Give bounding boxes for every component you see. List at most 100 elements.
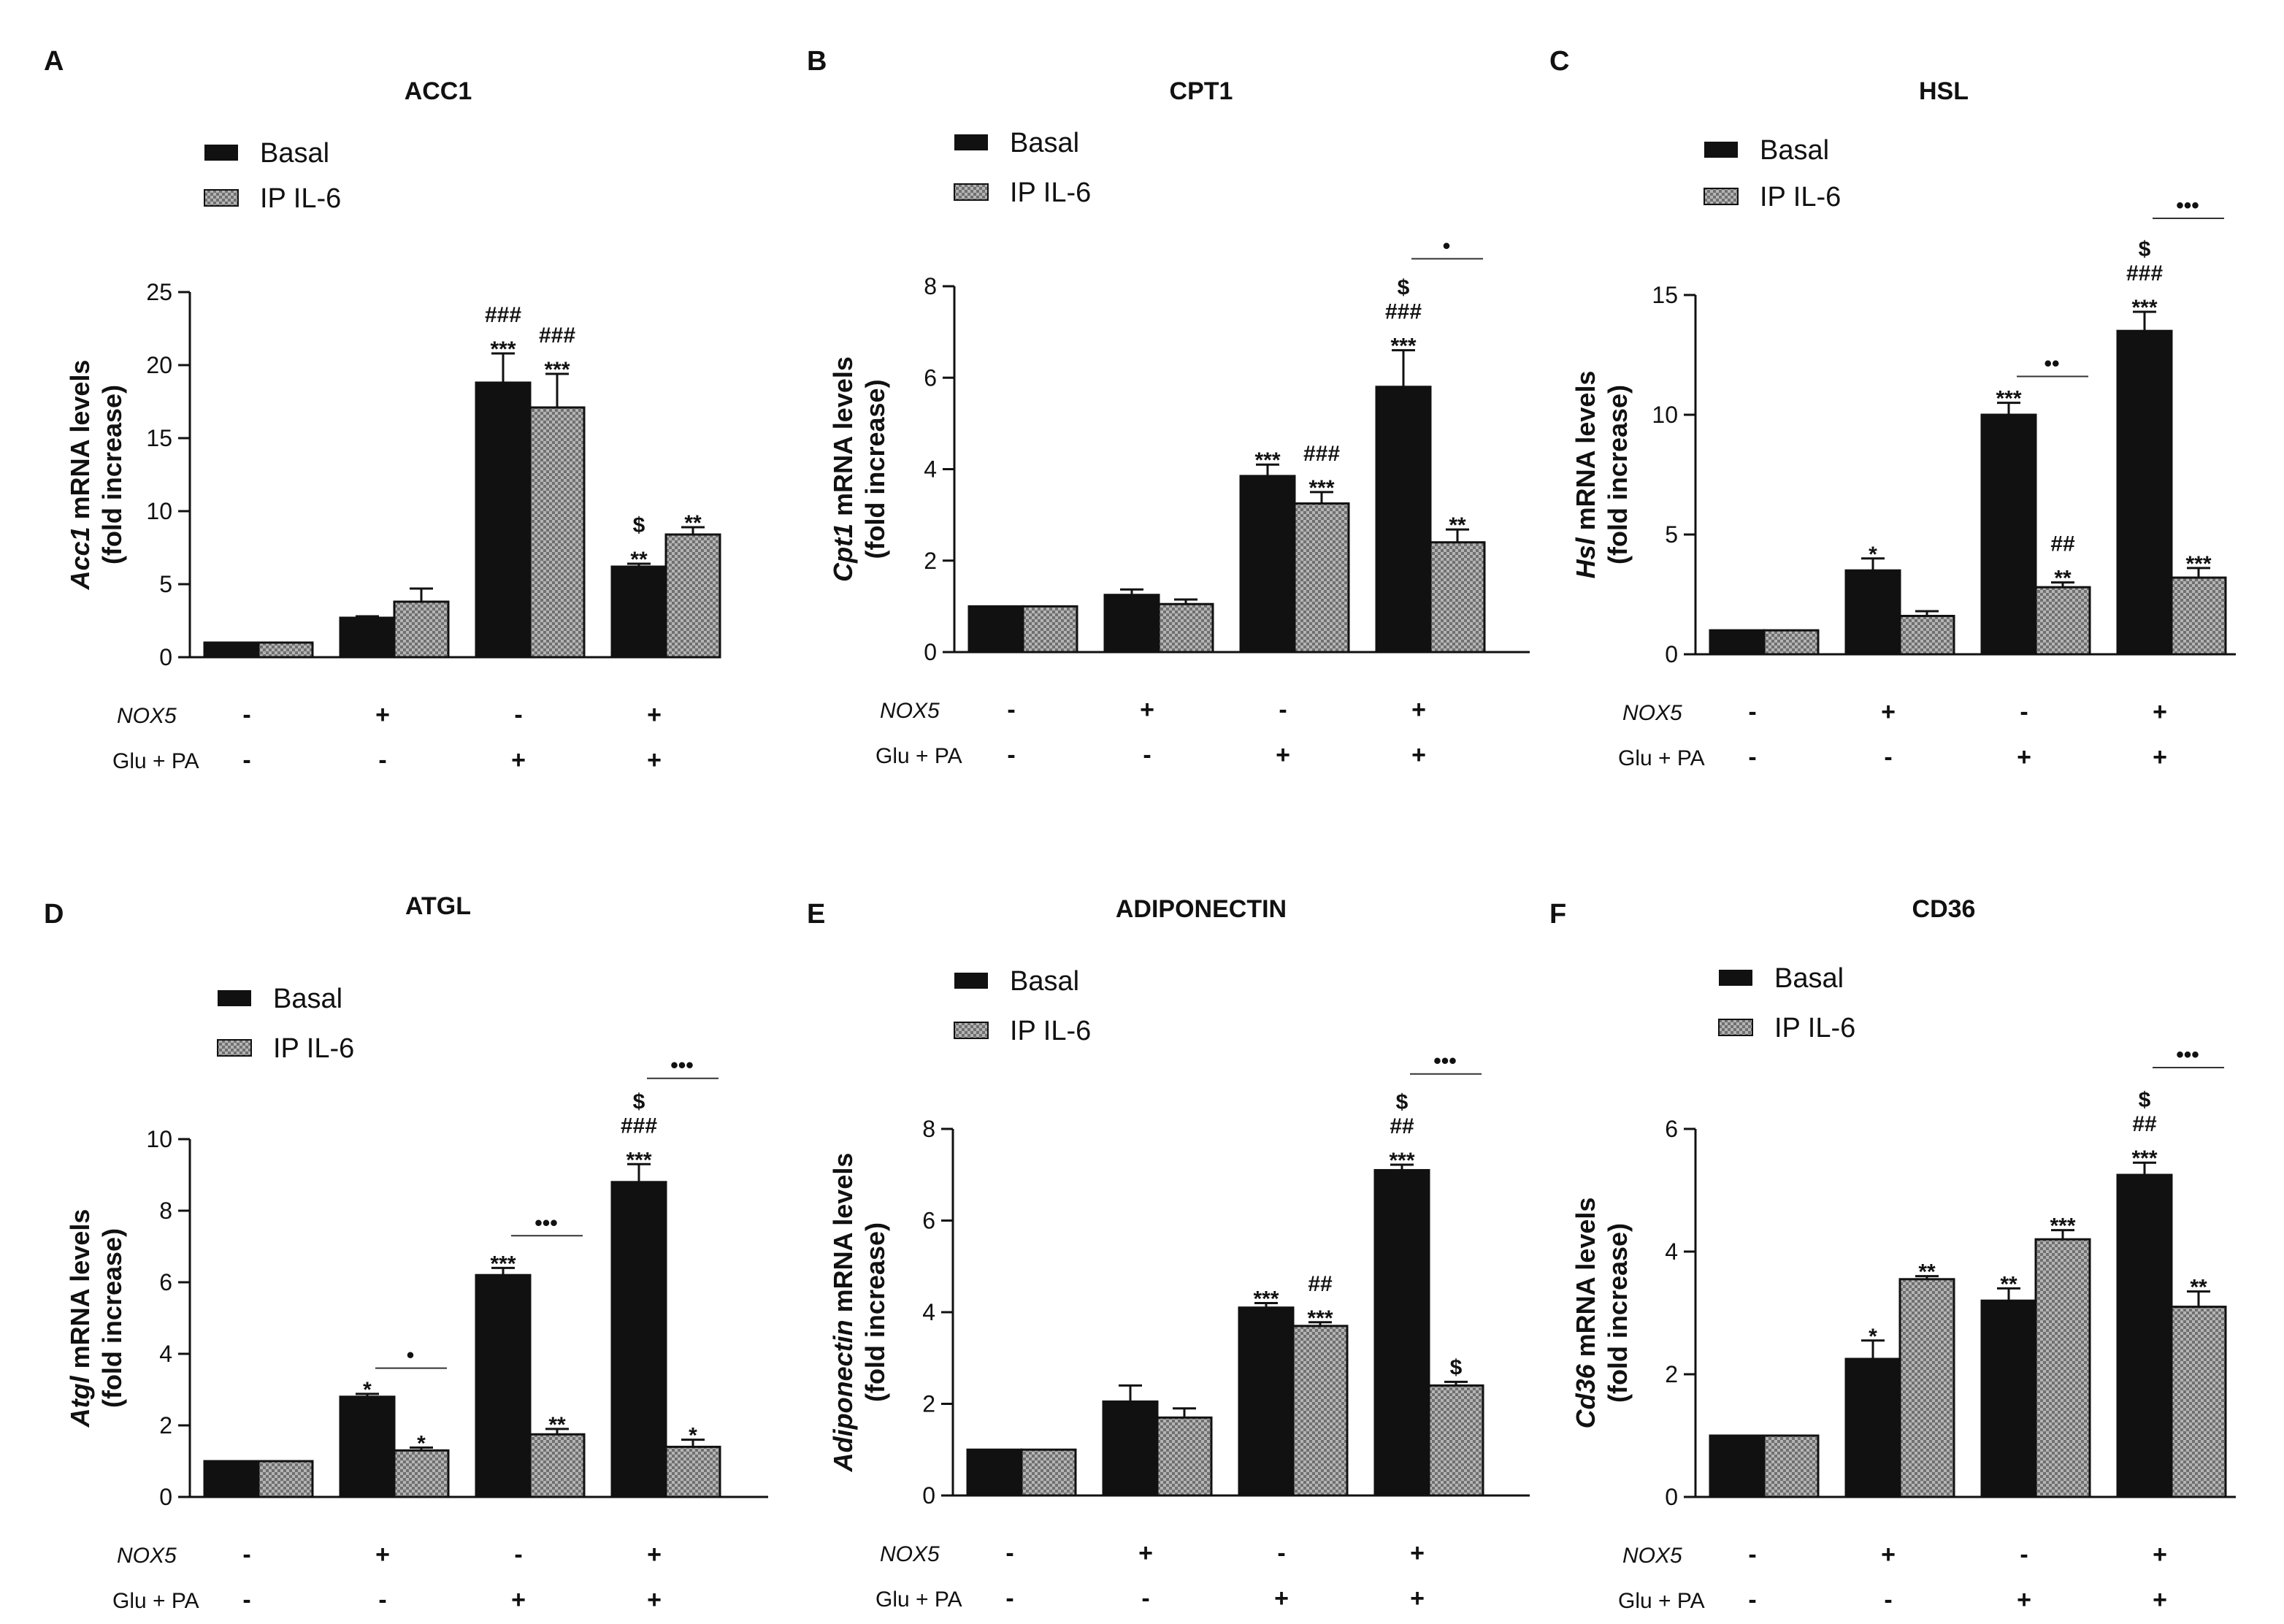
bar-ip-il6 [1898, 1278, 1955, 1498]
y-tick-label: 4 [159, 1341, 172, 1367]
significance-mark: *** [490, 337, 516, 361]
legend-label-basal: Basal [1010, 128, 1079, 158]
y-axis-gene-name: Hsl [1571, 537, 1601, 578]
condition-sign: - [1748, 1541, 1756, 1569]
condition-sign: - [514, 701, 522, 729]
significance-mark: *** [2185, 552, 2211, 576]
bar-ip-il6 [1292, 1325, 1349, 1497]
condition-sign: + [2153, 1586, 2167, 1614]
significance-mark: ** [2000, 1272, 2017, 1296]
y-tick-label: 15 [146, 425, 172, 451]
significance-mark: ** [2054, 567, 2072, 591]
condition-sign: - [378, 746, 386, 774]
bar-basal [1238, 1306, 1295, 1497]
legend-swatch-ip-il6 [954, 183, 989, 201]
bar-ip-il6 [1763, 1434, 1820, 1498]
bar-basal [339, 616, 396, 659]
y-axis-label: Hsl mRNA levels [1571, 371, 1601, 579]
y-axis-label-unit: (fold increase) [97, 1228, 127, 1408]
significance-mark: ## [2050, 532, 2075, 556]
y-tick-label: 0 [922, 1482, 935, 1509]
bar-ip-il6 [393, 1449, 450, 1498]
condition-sign: - [514, 1541, 522, 1569]
y-tick-label: 4 [924, 456, 937, 483]
bar-basal [475, 381, 532, 659]
y-axis-label-text: mRNA levels [1571, 371, 1601, 538]
panel-title: ACC1 [405, 77, 472, 105]
significance-mark: * [1869, 543, 1877, 567]
condition-sign: + [647, 1586, 662, 1614]
bar-ip-il6 [2170, 1306, 2227, 1498]
condition-sign: - [242, 1541, 250, 1569]
condition-sign: - [1141, 1585, 1149, 1612]
y-tick-label: 8 [159, 1198, 172, 1224]
significance-mark: *** [2131, 296, 2157, 320]
panel-title: ADIPONECTIN [1116, 895, 1287, 923]
panel-title: ATGL [405, 892, 471, 920]
significance-mark: *** [490, 1252, 516, 1276]
panel-letter: F [1549, 899, 1566, 930]
bar-ip-il6 [257, 641, 314, 659]
panel-letter: A [44, 46, 64, 77]
condition-sign: + [1411, 696, 1426, 724]
y-tick-label: 4 [922, 1299, 935, 1325]
bar-ip-il6 [1429, 541, 1486, 654]
condition-sign: - [1279, 696, 1287, 724]
legend-swatch-ip-il6 [1718, 1019, 1753, 1036]
condition-label-nox5: NOX5 [880, 1542, 940, 1566]
y-axis-label: Cd36 mRNA levels [1571, 1198, 1601, 1429]
y-tick-label: 25 [146, 279, 172, 305]
bar-basal [1375, 386, 1432, 654]
y-tick-label: 8 [924, 273, 937, 299]
bracket-mark: • [407, 1344, 415, 1368]
condition-sign: + [647, 701, 662, 729]
bar-ip-il6 [2170, 576, 2227, 656]
y-axis-gene-name: Acc1 [65, 526, 95, 590]
significance-mark: *** [1254, 448, 1280, 472]
y-tick-label: 5 [1665, 521, 1678, 548]
bar-basal [203, 1460, 260, 1498]
y-tick-label: 0 [1665, 641, 1678, 667]
y-tick-label: 10 [146, 498, 172, 524]
condition-sign: + [1881, 698, 1896, 726]
bar-basal [1373, 1168, 1430, 1497]
significance-mark: ** [548, 1413, 566, 1437]
significance-mark: ### [539, 323, 575, 348]
significance-mark: ### [1303, 442, 1340, 466]
y-axis-label-unit: (fold increase) [860, 379, 890, 559]
panel-b: B CPT1 Basal IP IL-6 Cpt1 mRNA levels (fold i… [807, 46, 1530, 769]
condition-sign: - [378, 1586, 386, 1614]
y-tick-label: 2 [1665, 1361, 1678, 1387]
condition-sign: - [1277, 1539, 1285, 1567]
significance-mark: *** [544, 358, 570, 382]
panel-letter: B [807, 46, 827, 77]
condition-label-glu-pa: Glu + PA [112, 749, 199, 773]
legend-swatch-basal [954, 973, 988, 989]
significance-mark: $ [2139, 237, 2151, 261]
y-axis-label-unit: (fold increase) [97, 385, 127, 564]
y-axis-label: Cpt1 mRNA levels [828, 356, 858, 582]
condition-label-nox5: NOX5 [117, 1544, 177, 1568]
bar-basal [203, 641, 260, 659]
significance-mark: *** [626, 1148, 651, 1172]
bar-ip-il6 [1022, 605, 1078, 654]
y-tick-label: 0 [1665, 1484, 1678, 1510]
condition-sign: + [2153, 743, 2167, 771]
condition-sign: + [647, 1541, 662, 1569]
condition-sign: - [242, 1586, 250, 1614]
significance-mark: *** [1996, 387, 2021, 411]
bar-ip-il6 [393, 600, 450, 659]
condition-sign: + [2017, 743, 2031, 771]
significance-mark: ## [1390, 1114, 1414, 1138]
y-axis-label-unit: (fold increase) [860, 1222, 890, 1402]
legend-label-ip-il6: IP IL-6 [1010, 1016, 1091, 1046]
panel-letter: C [1549, 46, 1569, 77]
condition-sign: - [1748, 698, 1756, 726]
y-axis-label: Acc1 mRNA levels [65, 360, 95, 591]
bracket-mark: • [1443, 234, 1451, 258]
bar-ip-il6 [1020, 1448, 1077, 1497]
y-tick-label: 0 [159, 644, 172, 670]
bracket-mark: ••• [2176, 1043, 2199, 1067]
bar-ip-il6 [529, 406, 586, 659]
y-tick-label: 6 [159, 1269, 172, 1295]
